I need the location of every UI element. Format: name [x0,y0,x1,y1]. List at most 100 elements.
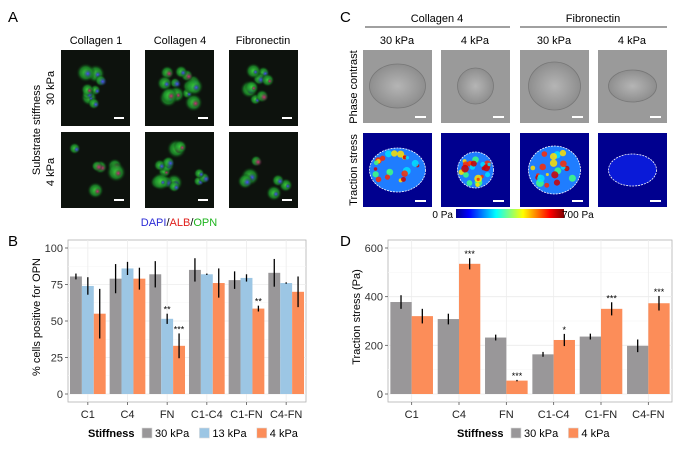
nucleus [86,87,93,94]
y-axis-label: % cells positive for OPN [31,258,43,376]
row-label-30kpa: 30 kPa [45,70,57,105]
nucleus [267,78,273,84]
bar [437,319,459,394]
bar [292,291,305,394]
nucleus [192,83,200,92]
stress-spot [385,150,393,158]
colorbar [456,209,564,218]
legend-title: Stiffness [88,428,134,440]
x-tick-label: C1-C4 [538,409,570,421]
stress-spot [373,167,378,171]
nucleus [94,187,101,195]
bar [459,263,481,394]
column-label-collagen1: Collagen 1 [70,35,123,47]
x-tick-label: C4-FN [270,409,302,421]
micrograph [145,50,214,126]
nucleus [259,92,269,102]
y-tick-label: 100 [45,243,63,255]
bar [228,280,241,394]
stress-spot [541,151,548,157]
legend-swatch [141,427,153,439]
nucleus [202,175,210,183]
significance-annotation: ** [255,297,263,307]
stress-spot [470,160,477,167]
significance-annotation: *** [174,324,185,334]
bar [121,268,134,394]
column-label: 30 kPa [380,35,415,47]
stress-spot [545,172,549,177]
stress-spot [560,160,567,168]
micrograph-background [229,50,298,126]
stress-spot [549,159,558,167]
bar [149,274,162,394]
panel-label-b: B [8,233,18,250]
x-tick-label: C1 [405,409,419,421]
nucleus [179,69,187,77]
x-tick-label: FN [160,409,175,421]
legend-label: 30 kPa [155,428,190,440]
stress-spot [463,171,469,178]
scale-bar [198,199,208,201]
panel-label-a: A [8,9,18,26]
micrograph [229,50,298,126]
scale-bar [282,199,292,201]
scale-bar [282,117,292,119]
x-tick-label: C4 [120,409,134,421]
nucleus [167,92,175,100]
nucleus [191,99,200,108]
bar [133,278,146,394]
stain-alb: ALB [170,217,191,229]
legend-label: 4 kPa [270,428,299,440]
nucleus [253,157,263,167]
bar [212,283,225,394]
nucleus [252,69,259,75]
bar [252,308,265,394]
bar [390,302,412,394]
legend-swatch [199,427,210,439]
bar [173,345,186,394]
nucleus [285,183,291,189]
column-label: 4 kPa [618,35,647,47]
legend-label: 13 kPa [212,428,247,440]
stress-spot [475,182,480,187]
panel-label-c: C [340,9,351,26]
column-label-collagen4: Collagen 4 [154,35,207,47]
bar [109,278,122,394]
scale-bar [198,117,208,119]
bar [627,345,649,394]
bar [93,313,106,394]
stain-sep: / [166,217,170,229]
bar [579,336,601,394]
stress-spot [530,165,536,171]
y-tick-label: 25 [51,353,63,365]
micrograph [61,132,130,208]
bar [553,339,575,394]
stress-spot [551,171,559,179]
legend-swatch [568,427,579,439]
panel-c: Collagen 4 Fibronectin 30 kPa 4 kPa 30 k… [348,13,667,221]
stress-spot [372,171,379,178]
x-tick-label: FN [499,409,514,421]
bar [161,318,174,394]
legend-label: 4 kPa [581,428,610,440]
y-tick-label: 50 [51,316,63,328]
bar [240,277,253,394]
stain-legend: DAPI/ALB/OPN [141,217,218,229]
stain-opn: OPN [193,217,217,229]
nucleus [276,177,284,186]
nucleus [165,69,174,78]
stress-spot [539,163,546,171]
bar [81,285,94,394]
bar [532,354,554,394]
stress-spot [544,182,550,188]
x-tick-label: C1-FN [230,409,262,421]
stress-spot [373,160,379,166]
micrograph [61,50,130,126]
nucleus [160,179,166,185]
stress-spot [487,162,491,167]
stress-spot [401,176,406,182]
x-tick-label: C1 [81,409,95,421]
